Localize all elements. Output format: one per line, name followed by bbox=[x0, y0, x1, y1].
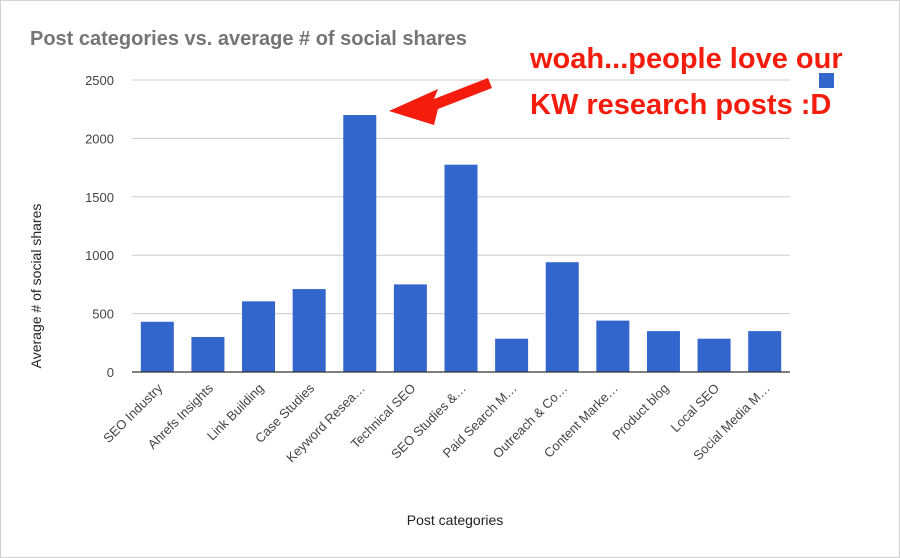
bar bbox=[343, 115, 377, 372]
arrow-icon bbox=[389, 78, 492, 125]
chart-title: Post categories vs. average # of social … bbox=[30, 28, 467, 50]
bar bbox=[545, 262, 579, 372]
legend-swatch bbox=[819, 73, 834, 88]
bar bbox=[191, 336, 225, 372]
bar bbox=[596, 320, 630, 372]
bar bbox=[140, 321, 174, 372]
x-tick-label: Local SEO bbox=[668, 381, 723, 436]
bars bbox=[140, 115, 782, 372]
bar bbox=[646, 331, 680, 372]
x-axis-label: Post categories bbox=[406, 512, 504, 528]
bar bbox=[393, 284, 427, 372]
bar bbox=[697, 338, 731, 372]
y-tick-label: 500 bbox=[92, 307, 114, 322]
y-tick-label: 0 bbox=[107, 365, 114, 380]
annotation-text: woah...people love our KW research posts… bbox=[530, 43, 843, 121]
bar bbox=[495, 338, 529, 372]
y-tick-label: 2000 bbox=[85, 131, 114, 146]
y-tick-label: 1500 bbox=[85, 190, 114, 205]
y-tick-label: 2500 bbox=[85, 73, 114, 88]
y-axis-label: Average # of social shares bbox=[28, 203, 44, 369]
y-axis-ticks: 0 500 1000 1500 2000 2500 bbox=[85, 73, 114, 380]
y-tick-label: 1000 bbox=[85, 248, 114, 263]
bar bbox=[444, 164, 478, 372]
bar bbox=[242, 301, 276, 372]
bar bbox=[292, 289, 326, 372]
bar bbox=[748, 331, 782, 372]
